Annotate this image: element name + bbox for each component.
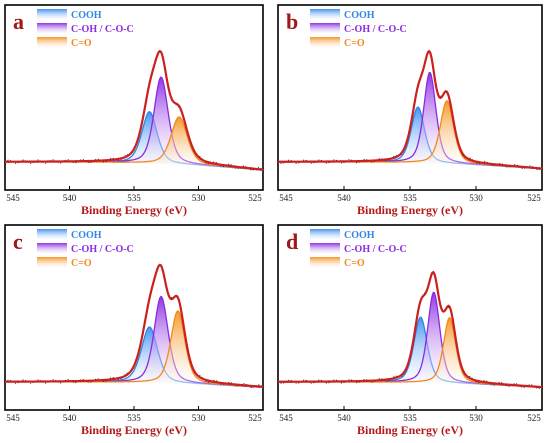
legend-label: C-OH / C-O-C [71,24,134,35]
legend-label: C-OH / C-O-C [344,24,407,35]
peak-fill-cooh [5,327,263,388]
x-axis-label: Binding Energy (eV) [81,203,187,217]
peak-fill-cooh [5,111,263,171]
x-tick-label: 525 [527,413,541,423]
x-tick-label: 540 [337,413,351,423]
x-axis-label: Binding Energy (eV) [81,423,187,437]
legend-label: COOH [344,230,375,241]
x-tick-label: 545 [6,413,20,423]
envelope-line [5,49,264,171]
legend-swatch [310,229,340,240]
envelope-line [4,263,264,388]
envelope-line [278,49,543,170]
legend-swatch [37,9,67,20]
x-tick-label: 530 [192,413,206,423]
legend-swatch [310,37,340,48]
x-tick-label: 530 [192,193,206,203]
legend-label: C=O [71,258,92,269]
peak-fill-cooh [278,107,542,169]
x-axis-label: Binding Energy (eV) [357,203,463,217]
envelope-line [277,270,543,389]
panel-letter: d [286,229,298,254]
panel-letter: a [13,9,24,34]
x-tick-label: 535 [403,413,417,423]
legend-label: COOH [344,10,375,21]
panel-c: 545 540 535 530 525 Binding Energy (eV) c COOH C… [4,224,264,437]
legend-label: C-OH / C-O-C [344,244,407,255]
legend-swatch [310,23,340,34]
panel-a: 545 540 535 530 525 Binding Energy (eV) a COOH C… [4,4,264,217]
x-tick-label: 545 [279,413,293,423]
legend-swatch [37,243,67,254]
x-tick-label: 535 [127,193,141,203]
panel-d: 545 540 535 530 525 Binding Energy (eV) d COOH C… [277,224,543,437]
legend-label: C=O [344,258,365,269]
legend-swatch [37,229,67,240]
legend-label: C-OH / C-O-C [71,244,134,255]
x-tick-label: 525 [248,193,262,203]
panel-b: 545 540 535 530 525 Binding Energy (eV) b COOH C… [277,4,543,217]
x-tick-label: 535 [403,193,417,203]
legend-label: COOH [71,230,102,241]
legend-label: COOH [71,10,102,21]
legend-label: C=O [71,38,92,49]
x-tick-label: 540 [337,193,351,203]
legend-label: C=O [344,38,365,49]
legend-swatch [310,257,340,268]
x-tick-label: 530 [469,193,483,203]
x-tick-label: 525 [248,413,262,423]
x-tick-label: 540 [63,193,77,203]
x-tick-label: 525 [527,193,541,203]
x-axis-label: Binding Energy (eV) [357,423,463,437]
legend-swatch [37,257,67,268]
x-tick-label: 545 [6,193,20,203]
x-tick-label: 535 [127,413,141,423]
x-tick-label: 545 [279,193,293,203]
x-tick-label: 540 [63,413,77,423]
peak-fill-cooh [278,317,542,388]
panel-letter: b [286,9,298,34]
legend-swatch [310,9,340,20]
legend-swatch [310,243,340,254]
legend-swatch [37,37,67,48]
x-tick-label: 530 [469,413,483,423]
panel-letter: c [13,229,23,254]
legend-swatch [37,23,67,34]
